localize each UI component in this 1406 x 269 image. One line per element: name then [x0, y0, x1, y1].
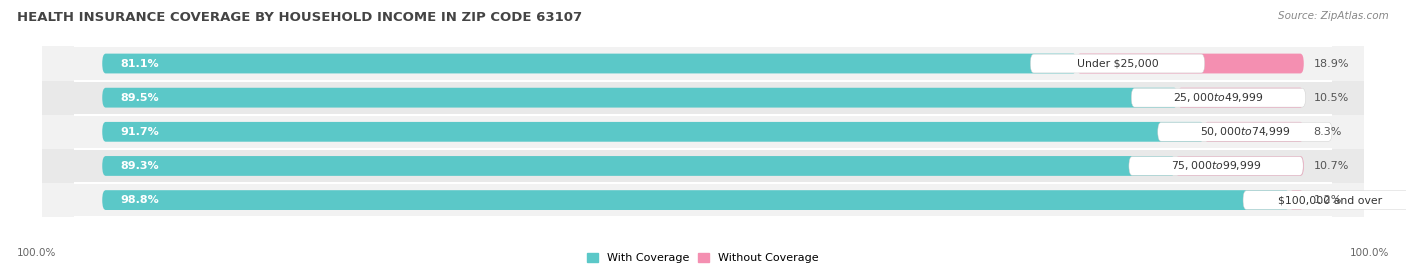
FancyBboxPatch shape [42, 47, 1364, 81]
FancyBboxPatch shape [1289, 190, 1303, 210]
Text: 100.0%: 100.0% [17, 248, 56, 258]
FancyBboxPatch shape [42, 81, 1364, 115]
Text: 89.3%: 89.3% [121, 161, 159, 171]
Text: $50,000 to $74,999: $50,000 to $74,999 [1199, 125, 1291, 138]
Text: 100.0%: 100.0% [1350, 248, 1389, 258]
Text: Under $25,000: Under $25,000 [1077, 59, 1159, 69]
FancyBboxPatch shape [1077, 54, 1303, 73]
Text: 8.3%: 8.3% [1313, 127, 1341, 137]
Text: Source: ZipAtlas.com: Source: ZipAtlas.com [1278, 11, 1389, 21]
Legend: With Coverage, Without Coverage: With Coverage, Without Coverage [588, 253, 818, 263]
Text: $75,000 to $99,999: $75,000 to $99,999 [1171, 160, 1261, 172]
FancyBboxPatch shape [103, 122, 1204, 142]
FancyBboxPatch shape [42, 149, 1364, 183]
Text: 18.9%: 18.9% [1313, 59, 1348, 69]
FancyBboxPatch shape [103, 54, 1077, 73]
FancyBboxPatch shape [1132, 88, 1306, 107]
FancyBboxPatch shape [1157, 122, 1331, 141]
FancyBboxPatch shape [1031, 54, 1205, 73]
FancyBboxPatch shape [103, 88, 1178, 108]
FancyBboxPatch shape [103, 190, 1289, 210]
FancyBboxPatch shape [1175, 156, 1303, 176]
FancyBboxPatch shape [1129, 157, 1303, 175]
FancyBboxPatch shape [103, 156, 1175, 176]
Text: 89.5%: 89.5% [121, 93, 159, 103]
Text: $100,000 and over: $100,000 and over [1278, 195, 1382, 205]
Text: 81.1%: 81.1% [121, 59, 159, 69]
FancyBboxPatch shape [42, 183, 1364, 217]
Text: 91.7%: 91.7% [121, 127, 159, 137]
Text: 98.8%: 98.8% [121, 195, 159, 205]
FancyBboxPatch shape [1204, 122, 1303, 142]
Text: 10.7%: 10.7% [1313, 161, 1348, 171]
Text: HEALTH INSURANCE COVERAGE BY HOUSEHOLD INCOME IN ZIP CODE 63107: HEALTH INSURANCE COVERAGE BY HOUSEHOLD I… [17, 11, 582, 24]
Text: $25,000 to $49,999: $25,000 to $49,999 [1173, 91, 1264, 104]
FancyBboxPatch shape [1243, 191, 1406, 210]
FancyBboxPatch shape [42, 115, 1364, 149]
FancyBboxPatch shape [1178, 88, 1303, 108]
Text: 1.2%: 1.2% [1313, 195, 1341, 205]
Text: 10.5%: 10.5% [1313, 93, 1348, 103]
